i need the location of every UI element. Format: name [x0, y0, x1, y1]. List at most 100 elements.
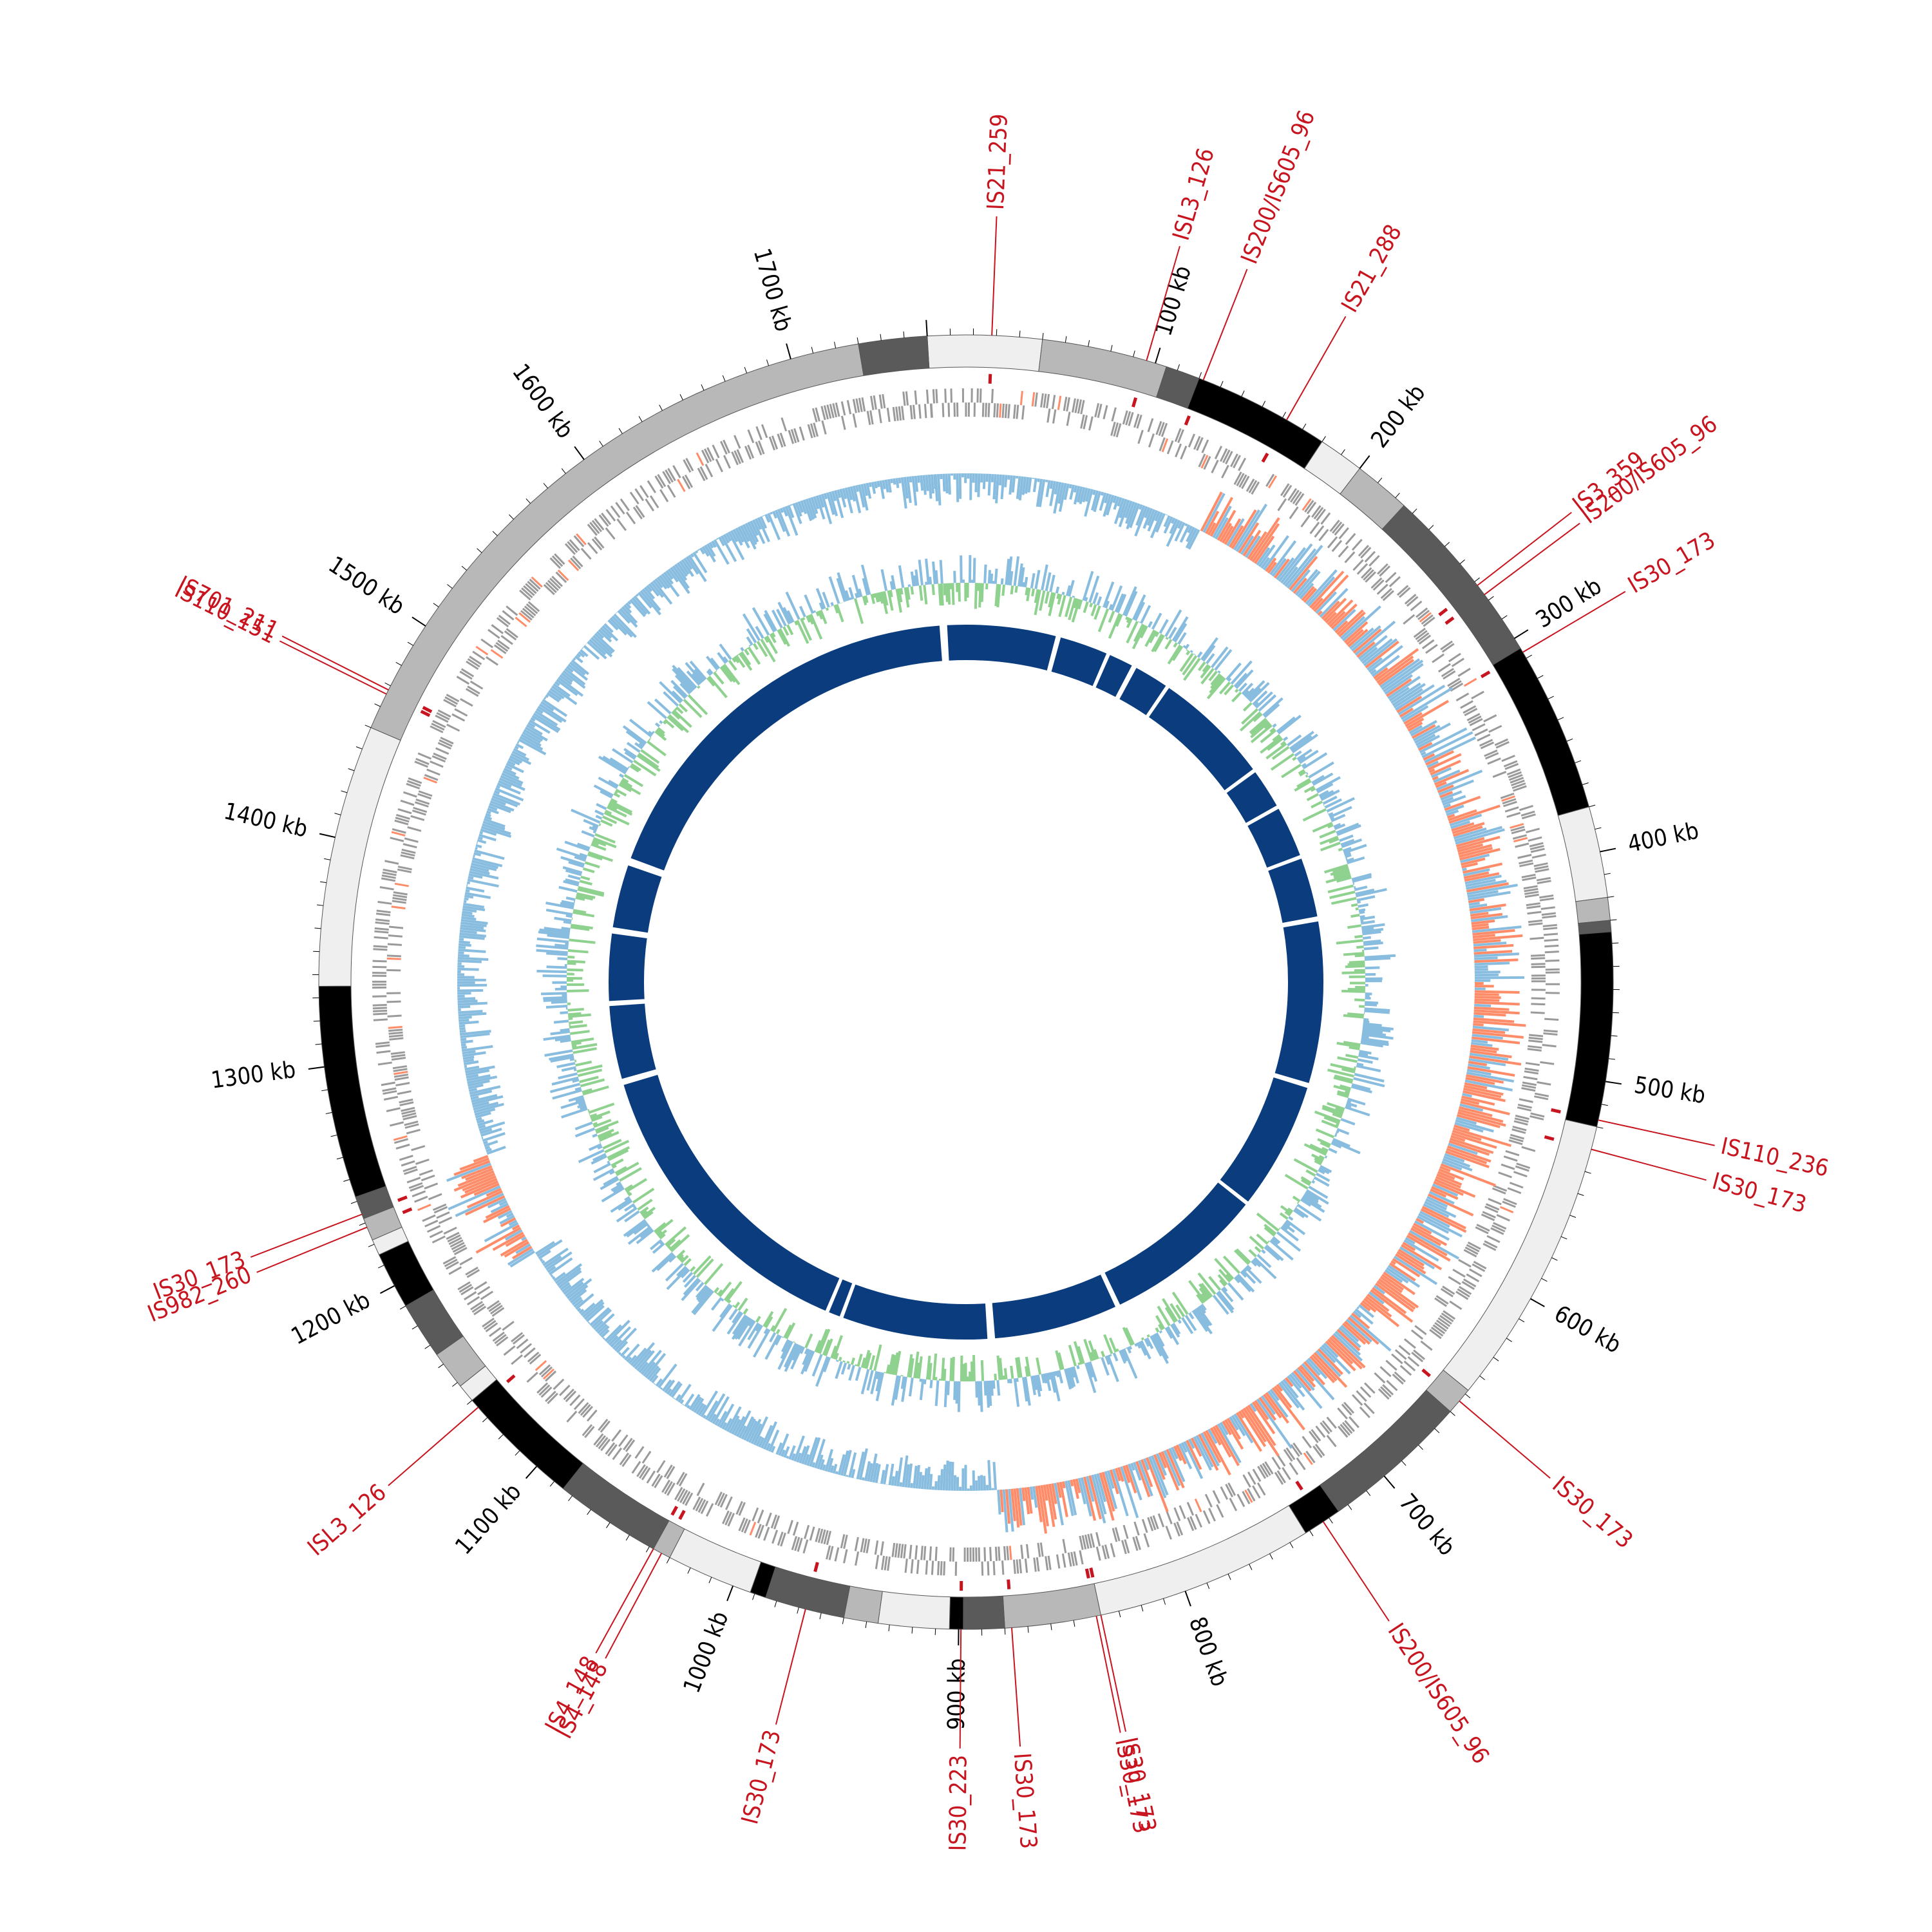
gene-mark	[1534, 1095, 1549, 1101]
gc-skew-bar	[645, 1352, 667, 1379]
gc-content-bar	[1149, 630, 1158, 643]
contig	[1095, 655, 1132, 697]
gc-content-bar	[1311, 1153, 1324, 1162]
gc-skew-bar	[1426, 1195, 1448, 1208]
major-tick	[412, 616, 426, 627]
gc-content-bar	[748, 1319, 754, 1327]
gene-mark	[741, 1518, 748, 1533]
gene-mark	[823, 1530, 829, 1545]
gc-content-bar	[909, 1358, 914, 1378]
gc-skew-bar	[1472, 925, 1490, 931]
gc-skew-bar	[1451, 1132, 1497, 1149]
gc-skew-bar	[589, 1307, 611, 1327]
gc-content-bar	[1171, 645, 1184, 661]
gc-content-bar	[695, 1284, 708, 1298]
gc-skew-bar	[1188, 1438, 1195, 1449]
gc-skew-bar	[837, 1454, 846, 1475]
gc-skew-bar	[642, 1361, 656, 1377]
gc-skew-bar	[1456, 1113, 1501, 1128]
gc-skew-bar	[501, 772, 524, 784]
gc-content-bar	[1151, 1334, 1169, 1364]
gc-content-bar	[1256, 1233, 1269, 1245]
minor-tick	[509, 514, 514, 520]
gc-content-bar	[607, 1146, 630, 1159]
gc-content-bar	[710, 657, 721, 670]
gene-mark	[595, 1435, 606, 1448]
gc-skew-bar	[953, 1475, 957, 1491]
gc-content-bar	[592, 1153, 607, 1162]
gene-mark	[407, 826, 422, 832]
gene-mark	[662, 471, 672, 484]
gc-skew-bar	[1387, 676, 1421, 699]
gc-skew-bar	[992, 474, 997, 500]
gc-content-bar	[673, 685, 687, 699]
gene-mark	[1329, 519, 1340, 532]
gc-content-bar	[1164, 1327, 1173, 1340]
gc-skew-bar	[1370, 668, 1377, 675]
gc-skew-bar	[1205, 1430, 1231, 1476]
gc-content-bar	[601, 1187, 625, 1203]
gc-skew-bar	[514, 745, 519, 750]
gc-content-bar	[1036, 1374, 1043, 1392]
gc-content-bar	[907, 1354, 913, 1378]
gc-skew-bar	[541, 1260, 545, 1264]
gene-mark	[663, 1464, 673, 1478]
gene-mark	[412, 810, 426, 816]
contig	[630, 625, 942, 871]
gc-skew-bar	[1467, 890, 1499, 898]
gc-content-bar	[1271, 746, 1290, 760]
gene-mark	[1094, 402, 1100, 417]
gc-content-bar	[598, 1132, 612, 1140]
gene-mark	[1195, 1513, 1202, 1528]
gc-content-bar	[584, 861, 600, 869]
gene-mark	[714, 1492, 723, 1506]
gc-content-bar	[1208, 670, 1218, 681]
gc-content-bar	[1358, 1052, 1368, 1056]
gc-content-bar	[785, 1322, 796, 1340]
gc-content-bar	[783, 1343, 797, 1368]
gc-skew-bar	[907, 1463, 913, 1488]
gc-content-bar	[627, 1226, 652, 1245]
gc-content-bar	[654, 722, 661, 728]
gc-content-bar	[663, 691, 679, 707]
gene-mark	[840, 1534, 846, 1549]
gc-skew-bar	[1271, 1387, 1305, 1431]
gc-content-bar	[538, 931, 570, 937]
gc-skew-bar	[1338, 611, 1366, 638]
gene-mark	[770, 1514, 777, 1529]
gc-content-bar	[1167, 644, 1182, 665]
gc-content-bar	[1363, 1020, 1370, 1024]
is-mark	[1295, 1481, 1303, 1491]
gc-skew-bar	[690, 553, 695, 558]
minor-tick	[722, 375, 726, 382]
gc-content-bar	[857, 1353, 863, 1367]
gc-skew-bar	[1446, 1145, 1492, 1163]
gc-skew-bar	[1154, 511, 1161, 522]
gc-content-bar	[581, 830, 595, 838]
gc-skew-bar	[469, 870, 499, 880]
gc-content-bar	[544, 1049, 573, 1057]
gene-mark	[1031, 392, 1036, 407]
gene-mark	[1466, 1273, 1480, 1283]
minor-tick	[1366, 1490, 1371, 1496]
gc-content-bar	[1296, 1204, 1322, 1222]
gene-mark	[386, 1107, 401, 1112]
gc-skew-bar	[1265, 557, 1277, 573]
gc-skew-bar	[506, 1212, 514, 1218]
gene-mark	[518, 612, 531, 623]
gc-content-bar	[822, 591, 830, 608]
gene-mark	[1158, 422, 1165, 436]
gc-skew-bar	[1461, 857, 1486, 866]
gc-content-bar	[665, 1262, 684, 1282]
gc-skew-bar	[535, 710, 558, 726]
is-leader	[1100, 1615, 1126, 1732]
gc-skew-bar	[493, 792, 521, 806]
gc-skew-bar	[1401, 687, 1454, 721]
minor-tick	[1428, 525, 1434, 530]
gene-mark	[1222, 450, 1231, 464]
gc-content-bar	[958, 583, 961, 602]
gene-mark	[1316, 508, 1326, 522]
gc-content-bar	[567, 955, 575, 959]
gc-skew-bar	[1442, 1158, 1473, 1171]
gc-skew-bar	[1284, 548, 1317, 587]
